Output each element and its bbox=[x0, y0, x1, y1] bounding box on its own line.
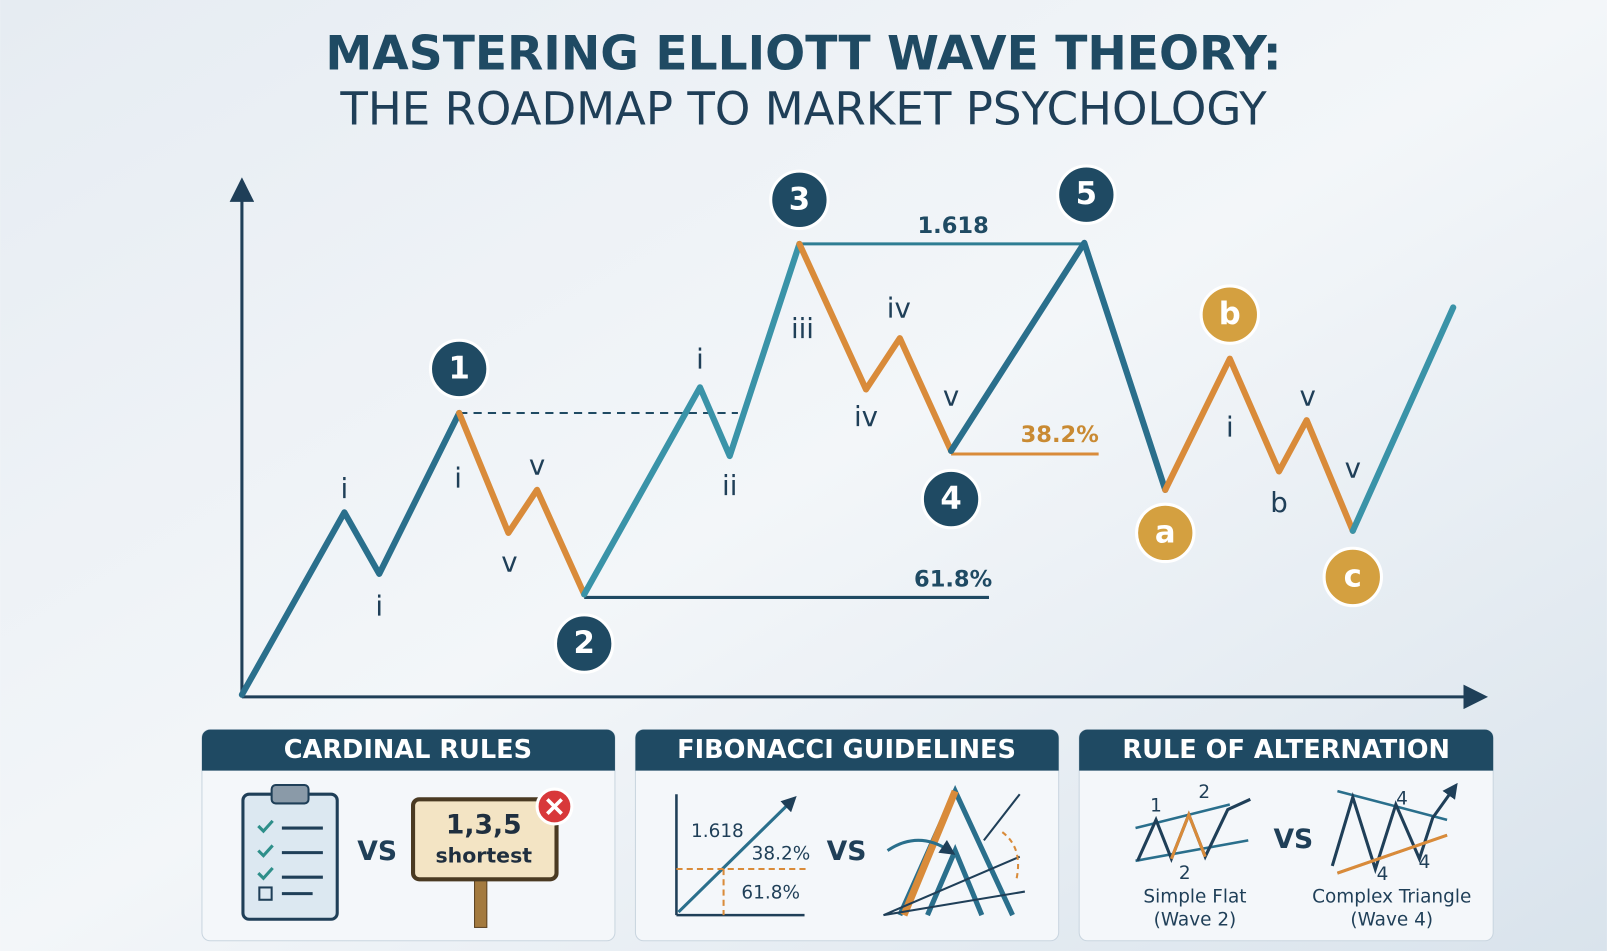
checkmarks bbox=[257, 819, 274, 881]
sign-text: shortest bbox=[435, 844, 532, 868]
vs: VS bbox=[1273, 824, 1313, 855]
caption: Simple Flat bbox=[1143, 887, 1246, 908]
sign bbox=[411, 797, 559, 882]
wave-segment bbox=[796, 240, 955, 454]
flat-wave-highlight bbox=[1169, 810, 1207, 860]
wave-label: 5 bbox=[1076, 176, 1097, 212]
sign-text: 1,3,5 bbox=[446, 809, 522, 840]
mini-levels bbox=[676, 867, 810, 916]
panel-title: RULE OF ALTERNATION bbox=[1122, 735, 1449, 765]
caption: (Wave 2) bbox=[1154, 909, 1237, 930]
fib-mini-label: 61.8% bbox=[741, 883, 800, 904]
fib-mini-label: 1.618 bbox=[691, 821, 744, 842]
mini-axes bbox=[675, 794, 805, 917]
panel-header bbox=[201, 729, 615, 771]
list-lines bbox=[281, 826, 323, 896]
alt-label: 4 bbox=[1377, 864, 1389, 885]
checkbox bbox=[258, 886, 273, 901]
panel-title: FIBONACCI GUIDELINES bbox=[677, 735, 1016, 765]
curve-arrow bbox=[1001, 831, 1020, 879]
wave-label: 1 bbox=[448, 350, 469, 386]
title: MASTERING ELLIOTT WAVE THEORY: bbox=[325, 26, 1281, 81]
panel: RULE OF ALTERNATION 1 2 2 Simple Flat (W… bbox=[1078, 729, 1494, 942]
wave-label: 4 bbox=[940, 481, 961, 517]
wave-markers: 1 2 3 4 5 a b c bbox=[428, 164, 1384, 674]
wave-segment bbox=[238, 409, 463, 698]
wave-circle bbox=[553, 613, 615, 674]
wave-label: a bbox=[1155, 514, 1176, 550]
subwave-label: v bbox=[1300, 380, 1316, 413]
subwave-label: v bbox=[943, 380, 959, 413]
subwave-label: i bbox=[375, 590, 383, 623]
fib-mini-label: 38.2% bbox=[752, 844, 811, 865]
subwave-label: iv bbox=[854, 400, 878, 433]
subwave-label: i bbox=[696, 343, 704, 376]
wave-circle bbox=[1135, 502, 1196, 564]
wave-label: 3 bbox=[789, 181, 810, 217]
alt-label: 4 bbox=[1396, 788, 1408, 809]
alt-label: 1 bbox=[1150, 796, 1162, 817]
fib-label: 38.2% bbox=[1021, 422, 1099, 448]
wave-label: 2 bbox=[574, 625, 595, 661]
fib-tool-edge bbox=[900, 789, 959, 917]
alt-label: 2 bbox=[1198, 782, 1210, 803]
curve-arrow bbox=[886, 838, 956, 855]
fib-rays bbox=[883, 793, 1026, 917]
wave-segment bbox=[581, 240, 803, 598]
wave-segment bbox=[947, 239, 1169, 493]
wave-circle bbox=[1322, 546, 1384, 608]
wave-label: b bbox=[1219, 296, 1241, 332]
triangle-wave bbox=[1330, 782, 1458, 875]
wave-segment bbox=[456, 409, 588, 598]
cross bbox=[546, 798, 563, 815]
caption: (Wave 4) bbox=[1350, 909, 1433, 930]
panel: FIBONACCI GUIDELINES 1.618 38.2% 61.8% V… bbox=[634, 729, 1060, 942]
clipboard bbox=[241, 792, 339, 921]
clip bbox=[270, 783, 310, 805]
wave-circle bbox=[920, 468, 982, 530]
subwave-label: v bbox=[501, 546, 517, 579]
panel-header bbox=[635, 729, 1059, 771]
mini-trend bbox=[677, 795, 797, 914]
wave-circle bbox=[428, 338, 490, 400]
fib-label: 1.618 bbox=[917, 213, 988, 239]
wave-circle bbox=[1056, 164, 1117, 225]
subwave-label: iii bbox=[791, 312, 814, 345]
wave-circle bbox=[769, 169, 830, 231]
panel: CARDINAL RULES VS 1,3,5 shortest bbox=[201, 729, 616, 942]
vs: VS bbox=[827, 836, 867, 867]
flat-channel bbox=[1135, 803, 1249, 863]
panel-title: CARDINAL RULES bbox=[284, 735, 532, 765]
wave-circle bbox=[1199, 284, 1261, 345]
wave-segment bbox=[1162, 355, 1356, 534]
subwave-label: i bbox=[454, 462, 462, 495]
subwave-label: b bbox=[1270, 486, 1288, 519]
alt-label: 2 bbox=[1179, 863, 1191, 884]
subwave-label: v bbox=[1345, 451, 1361, 484]
subwave-label: i bbox=[341, 472, 349, 505]
alt-label: 4 bbox=[1419, 852, 1431, 873]
subwave-label: ii bbox=[722, 469, 737, 502]
wave-label: c bbox=[1344, 558, 1362, 594]
wave-segment bbox=[1349, 304, 1457, 534]
subwave-label: i bbox=[1226, 410, 1234, 443]
subwave-label: iv bbox=[887, 291, 911, 324]
subwave-label: v bbox=[529, 448, 545, 481]
triangle-base bbox=[1336, 833, 1448, 875]
caption: Complex Triangle bbox=[1312, 887, 1471, 908]
fib-label: 61.8% bbox=[914, 567, 992, 593]
subtitle: THE ROADMAP TO MARKET PSYCHOLOGY bbox=[339, 83, 1267, 136]
panel-header bbox=[1079, 729, 1494, 771]
vs: VS bbox=[357, 836, 397, 867]
